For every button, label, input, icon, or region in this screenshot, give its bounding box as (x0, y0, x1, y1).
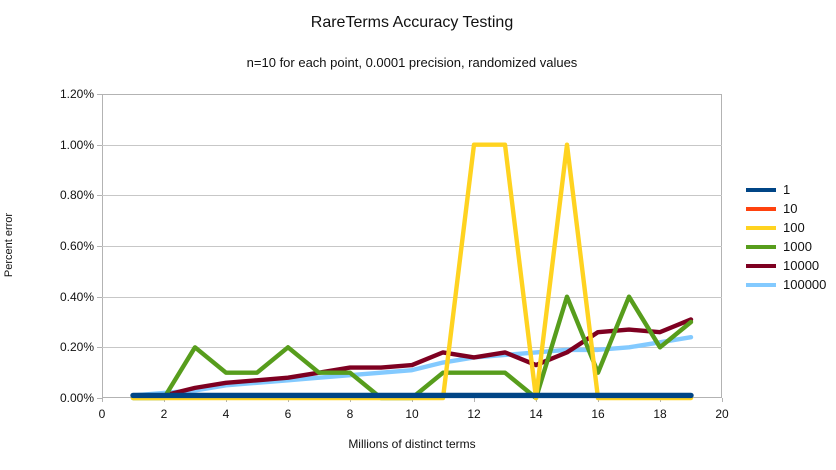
legend-swatch-100 (746, 225, 776, 230)
y-tick-mark (97, 144, 102, 146)
x-tick-label: 16 (591, 407, 605, 421)
legend-item-10000: 10000 (746, 256, 826, 275)
series-line-100 (130, 142, 694, 401)
x-axis-title: Millions of distinct terms (348, 437, 476, 451)
legend-item-100: 100 (746, 218, 826, 237)
y-tick-label: 0.80% (59, 188, 94, 203)
y-tick-label: 0.60% (59, 239, 94, 253)
x-tick-label: 18 (653, 407, 667, 421)
y-tick-mark (97, 246, 102, 247)
y-tick-label: 0.00% (59, 391, 94, 405)
legend-item-100000: 100000 (746, 275, 826, 294)
x-tick-mark (102, 398, 103, 402)
x-tick-label: 12 (467, 407, 481, 421)
series-line-100000 (130, 335, 694, 398)
legend-swatch-100000 (746, 282, 776, 287)
legend-item-1000: 1000 (746, 237, 826, 256)
y-tick-label: 0.40% (59, 289, 94, 304)
y-tick-mark (97, 195, 102, 197)
y-gridline (102, 296, 722, 298)
legend-swatch-10 (746, 206, 776, 211)
y-gridline (102, 347, 722, 349)
chart-title: RareTerms Accuracy Testing (310, 14, 514, 31)
x-tick-label: 0 (98, 407, 106, 421)
x-tick-label: 6 (284, 407, 292, 421)
legend-swatch-10000 (746, 263, 776, 268)
y-tick-mark (97, 94, 102, 95)
x-tick-mark (474, 398, 475, 402)
y-tick-mark (97, 398, 102, 399)
y-tick-mark (97, 347, 102, 349)
y-tick-label: 0.20% (59, 340, 94, 355)
x-tick-label: 2 (160, 407, 168, 421)
legend-swatch-1000 (746, 244, 776, 249)
y-tick-mark (97, 296, 102, 298)
y-tick-label: 1.20% (59, 87, 94, 101)
chart-subtitle: n=10 for each point, 0.0001 precision, r… (246, 55, 578, 70)
legend-label: 100 (783, 220, 805, 235)
y-tick-label: 1.00% (59, 137, 94, 152)
legend-item-10: 10 (746, 199, 826, 218)
y-gridline (102, 144, 722, 146)
x-tick-label: 20 (715, 407, 729, 421)
legend-label: 10000 (783, 258, 820, 273)
x-tick-mark (722, 398, 723, 402)
legend-item-1: 1 (746, 180, 826, 199)
y-gridline (102, 195, 722, 197)
x-tick-label: 14 (529, 407, 543, 421)
legend-label: 1000 (783, 239, 812, 254)
legend-label: 10 (783, 201, 798, 216)
x-tick-label: 8 (346, 407, 354, 421)
legend-label: 100000 (783, 277, 827, 292)
y-gridline (102, 246, 722, 247)
x-tick-label: 10 (405, 407, 419, 421)
x-tick-label: 4 (222, 407, 230, 421)
legend-swatch-1 (746, 187, 776, 192)
legend-label: 1 (783, 182, 791, 197)
legend: 1 10 100 1000 10000 100000 (746, 180, 826, 294)
series-line-10000 (130, 317, 694, 398)
